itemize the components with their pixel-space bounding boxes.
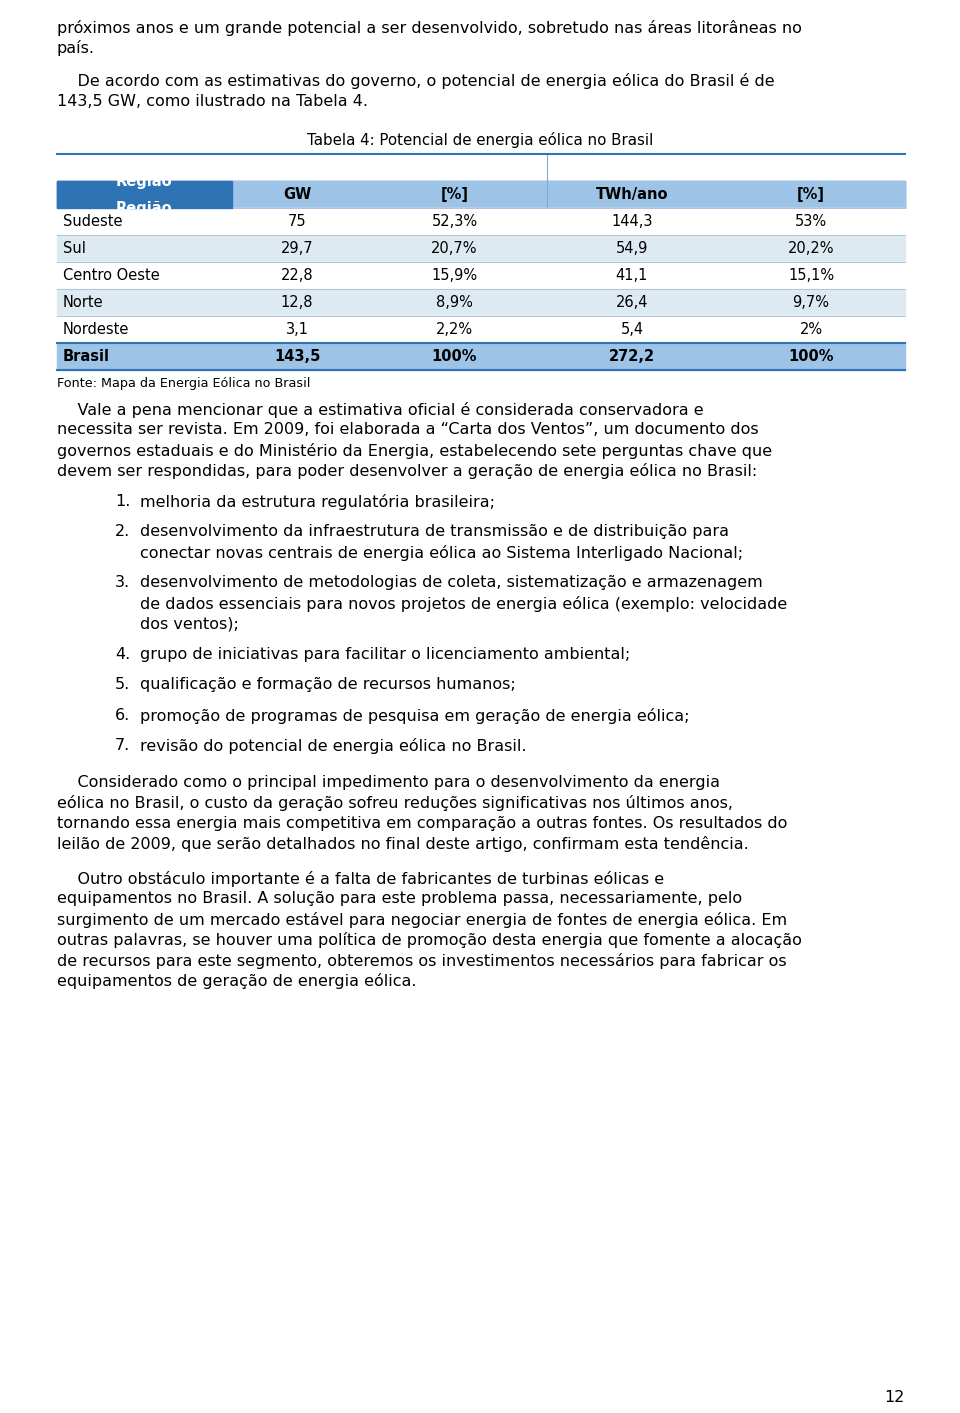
Text: Tabela 4: Potencial de energia eólica no Brasil: Tabela 4: Potencial de energia eólica no… <box>307 131 653 148</box>
Text: 75: 75 <box>288 215 306 229</box>
Text: necessita ser revista. Em 2009, foi elaborada a “Carta dos Ventos”, um documento: necessita ser revista. Em 2009, foi elab… <box>57 422 758 438</box>
Bar <box>57 263 905 290</box>
Text: melhoria da estrutura regulatória brasileira;: melhoria da estrutura regulatória brasil… <box>140 495 495 510</box>
Text: de recursos para este segmento, obteremos os investimentos necessários para fabr: de recursos para este segmento, obteremo… <box>57 952 786 969</box>
Text: De acordo com as estimativas do governo, o potencial de energia eólica do Brasil: De acordo com as estimativas do governo,… <box>57 73 775 89</box>
Text: 5.: 5. <box>115 677 131 692</box>
Text: 15,1%: 15,1% <box>788 268 834 284</box>
Text: eólica no Brasil, o custo da geração sofreu reduções significativas nos últimos : eólica no Brasil, o custo da geração sof… <box>57 796 733 811</box>
Text: Centro Oeste: Centro Oeste <box>63 268 159 284</box>
Text: Potencial: Potencial <box>351 160 428 175</box>
Text: [%]: [%] <box>797 188 825 202</box>
Text: 29,7: 29,7 <box>280 242 313 256</box>
Text: Considerado como o principal impedimento para o desenvolvimento da energia: Considerado como o principal impedimento… <box>57 774 720 790</box>
Text: Sudeste: Sudeste <box>63 215 123 229</box>
Bar <box>57 317 905 343</box>
Text: de dados essenciais para novos projetos de energia eólica (exemplo: velocidade: de dados essenciais para novos projetos … <box>140 596 787 612</box>
Text: 12,8: 12,8 <box>280 295 313 311</box>
Text: revisão do potencial de energia eólica no Brasil.: revisão do potencial de energia eólica n… <box>140 739 526 755</box>
Text: governos estaduais e do Ministério da Energia, estabelecendo sete perguntas chav: governos estaduais e do Ministério da En… <box>57 442 772 459</box>
Text: 4.: 4. <box>115 647 131 661</box>
Text: tornando essa energia mais competitiva em comparação a outras fontes. Os resulta: tornando essa energia mais competitiva e… <box>57 815 787 831</box>
Bar <box>57 181 905 208</box>
Text: dos ventos);: dos ventos); <box>140 616 239 632</box>
Text: leilão de 2009, que serão detalhados no final deste artigo, confirmam esta tendê: leilão de 2009, que serão detalhados no … <box>57 836 749 852</box>
Text: 26,4: 26,4 <box>615 295 648 311</box>
Bar <box>57 208 905 236</box>
Text: Outro obstáculo importante é a falta de fabricantes de turbinas eólicas e: Outro obstáculo importante é a falta de … <box>57 870 664 887</box>
Text: surgimento de um mercado estável para negociar energia de fontes de energia eóli: surgimento de um mercado estável para ne… <box>57 911 787 928</box>
Bar <box>57 290 905 317</box>
Text: 7.: 7. <box>115 739 131 753</box>
Text: conectar novas centrais de energia eólica ao Sistema Interligado Nacional;: conectar novas centrais de energia eólic… <box>140 545 743 561</box>
Bar <box>57 236 905 263</box>
Text: qualificação e formação de recursos humanos;: qualificação e formação de recursos huma… <box>140 677 516 692</box>
Text: Norte: Norte <box>63 295 104 311</box>
Text: TWh/ano: TWh/ano <box>596 188 668 202</box>
Text: 52,3%: 52,3% <box>431 215 477 229</box>
Text: 272,2: 272,2 <box>609 349 655 365</box>
Text: 8,9%: 8,9% <box>436 295 473 311</box>
Text: 20,7%: 20,7% <box>431 242 478 256</box>
Text: 3,1: 3,1 <box>285 322 308 338</box>
Text: Sul: Sul <box>63 242 85 256</box>
Text: [%]: [%] <box>441 188 468 202</box>
Text: 3.: 3. <box>115 575 131 591</box>
Text: Capacidade: Capacidade <box>679 160 774 175</box>
Bar <box>57 181 905 208</box>
Text: país.: país. <box>57 41 95 57</box>
Text: 6.: 6. <box>115 708 131 723</box>
Text: promoção de programas de pesquisa em geração de energia eólica;: promoção de programas de pesquisa em ger… <box>140 708 689 723</box>
Text: 12: 12 <box>884 1390 905 1405</box>
Text: desenvolvimento de metodologias de coleta, sistematização e armazenagem: desenvolvimento de metodologias de colet… <box>140 575 763 591</box>
Text: Nordeste: Nordeste <box>63 322 130 338</box>
Text: Brasil: Brasil <box>63 349 110 365</box>
Text: 22,8: 22,8 <box>280 268 313 284</box>
Text: GW: GW <box>283 188 311 202</box>
Text: 5,4: 5,4 <box>620 322 643 338</box>
Text: 143,5: 143,5 <box>274 349 321 365</box>
Text: 144,3: 144,3 <box>612 215 653 229</box>
Text: 2,2%: 2,2% <box>436 322 473 338</box>
Text: desenvolvimento da infraestrutura de transmissão e de distribuição para: desenvolvimento da infraestrutura de tra… <box>140 524 729 540</box>
Text: 100%: 100% <box>788 349 833 365</box>
Text: Vale a pena mencionar que a estimativa oficial é considerada conservadora e: Vale a pena mencionar que a estimativa o… <box>57 401 704 418</box>
Text: próximos anos e um grande potencial a ser desenvolvido, sobretudo nas áreas lito: próximos anos e um grande potencial a se… <box>57 20 802 35</box>
Text: 9,7%: 9,7% <box>793 295 829 311</box>
Text: 1.: 1. <box>115 495 131 509</box>
Text: 54,9: 54,9 <box>615 242 648 256</box>
Text: 53%: 53% <box>795 215 828 229</box>
Text: 100%: 100% <box>432 349 477 365</box>
Text: Fonte: Mapa da Energia Eólica no Brasil: Fonte: Mapa da Energia Eólica no Brasil <box>57 377 310 390</box>
Text: outras palavras, se houver uma política de promoção desta energia que fomente a : outras palavras, se houver uma política … <box>57 933 802 948</box>
Text: 15,9%: 15,9% <box>431 268 477 284</box>
Text: equipamentos de geração de energia eólica.: equipamentos de geração de energia eólic… <box>57 974 417 989</box>
Text: equipamentos no Brasil. A solução para este problema passa, necessariamente, pel: equipamentos no Brasil. A solução para e… <box>57 892 742 906</box>
Text: 41,1: 41,1 <box>615 268 648 284</box>
Bar <box>57 181 232 208</box>
Text: Região: Região <box>116 201 172 216</box>
Text: 2%: 2% <box>800 322 823 338</box>
Bar <box>57 343 905 370</box>
Text: 2.: 2. <box>115 524 131 540</box>
Text: grupo de iniciativas para facilitar o licenciamento ambiental;: grupo de iniciativas para facilitar o li… <box>140 647 631 661</box>
Text: devem ser respondidas, para poder desenvolver a geração de energia eólica no Bra: devem ser respondidas, para poder desenv… <box>57 463 757 479</box>
Text: 143,5 GW, como ilustrado na Tabela 4.: 143,5 GW, como ilustrado na Tabela 4. <box>57 93 368 109</box>
Text: 20,2%: 20,2% <box>788 242 834 256</box>
Text: Região: Região <box>116 174 172 189</box>
